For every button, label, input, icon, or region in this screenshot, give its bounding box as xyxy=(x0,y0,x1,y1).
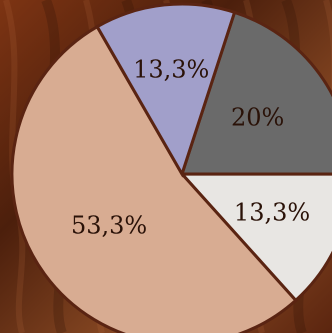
slice-label-53-3: 53,3% xyxy=(71,211,147,239)
slice-13-3-right xyxy=(178,172,332,303)
slice-13-3-top xyxy=(95,2,237,178)
slice-label-20: 20% xyxy=(231,104,284,132)
slice-53-3 xyxy=(10,24,298,333)
slice-label-13-3-top: 13,3% xyxy=(133,55,209,83)
pie-slices xyxy=(10,2,332,333)
pie-labels: 20% 13,3% 53,3% 13,3% xyxy=(71,55,310,239)
slice-label-13-3-right: 13,3% xyxy=(234,199,310,227)
slice-20 xyxy=(179,10,332,176)
